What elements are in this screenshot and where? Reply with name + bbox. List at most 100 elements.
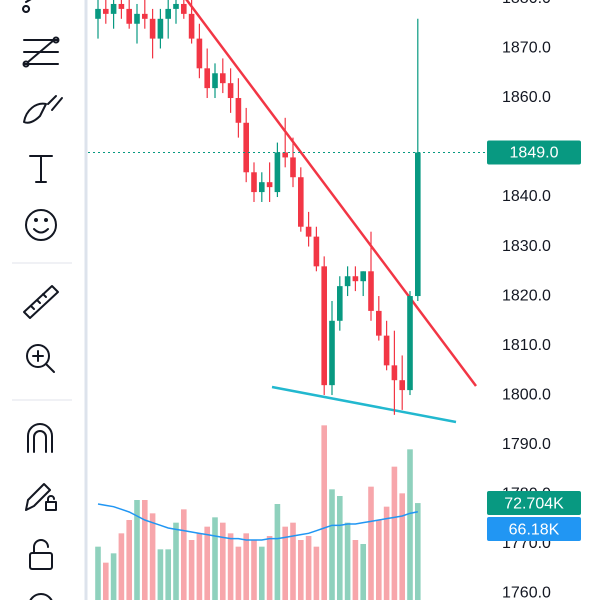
candle-body — [196, 38, 203, 69]
candle-body — [212, 73, 218, 89]
volume-ma-line — [97, 503, 418, 541]
volume-bar — [282, 526, 288, 600]
volume-bar — [134, 500, 140, 600]
fib-tool[interactable] — [22, 36, 60, 68]
volume-bar — [352, 540, 359, 600]
text-tool[interactable] — [29, 155, 53, 183]
candle-body — [415, 152, 421, 297]
volume-bar — [251, 540, 257, 600]
magnet-tool[interactable] — [27, 423, 53, 453]
support-line — [271, 385, 457, 424]
candle-body — [266, 182, 273, 188]
candle-body — [399, 380, 405, 391]
candle-body — [383, 335, 390, 366]
last-volume-badge: 72.704K — [504, 495, 564, 512]
candle-body — [360, 271, 366, 282]
candle-body — [344, 276, 351, 287]
volume-bar — [337, 496, 343, 600]
last-volume-badge-bg — [487, 491, 581, 516]
y-tick-label: 1860.0 — [502, 89, 551, 106]
candle-body — [188, 13, 195, 39]
ruler-tool[interactable] — [23, 285, 59, 319]
candle-body — [157, 18, 164, 39]
volume-bar — [212, 517, 218, 600]
y-tick-label: 1840.0 — [502, 188, 551, 205]
y-tick-label: 1880.0 — [502, 0, 551, 7]
candle-body — [313, 236, 320, 267]
candle-body — [368, 271, 374, 311]
y-tick-label: 1870.0 — [502, 40, 551, 57]
candle-body — [329, 320, 335, 386]
volume-bar — [266, 536, 273, 600]
candle-body — [165, 8, 171, 19]
lock-draw-tool[interactable] — [25, 483, 57, 511]
candle-body — [243, 122, 249, 173]
volume-bar — [305, 536, 312, 600]
volume-bar — [227, 533, 234, 600]
volume-bar — [235, 546, 242, 600]
brush-tool[interactable] — [23, 95, 63, 124]
volume-bar — [383, 506, 390, 600]
candle-body — [235, 98, 242, 123]
volume-bar — [360, 544, 366, 600]
last-ma-badge: 66.18K — [509, 521, 560, 538]
y-tick-label: 1810.0 — [502, 337, 551, 354]
y-tick-label: 1790.0 — [502, 436, 551, 453]
volume-bar — [188, 540, 195, 600]
toolbar — [12, 0, 72, 600]
badges: 1849.0 72.704K 66.18K — [487, 140, 581, 542]
candle-body — [259, 182, 265, 193]
y-tick-label: 1830.0 — [502, 238, 551, 255]
volume-bar — [344, 522, 351, 600]
volume-bar — [329, 489, 335, 600]
candle-body — [204, 68, 210, 89]
volume-bar — [313, 546, 320, 600]
volume-bar — [274, 504, 281, 600]
lock-tool[interactable] — [29, 539, 53, 570]
volume-bar — [95, 546, 101, 600]
volume-bar — [110, 553, 117, 600]
zoom-tool[interactable] — [26, 344, 55, 373]
last-price-badge: 1849.0 — [510, 145, 559, 162]
candle-body — [321, 266, 327, 386]
candle-body — [352, 276, 359, 282]
last-ma-badge-bg — [487, 517, 581, 542]
candle-body — [173, 3, 179, 9]
candle-body — [376, 310, 382, 336]
candle-body — [103, 8, 109, 14]
emoji-tool[interactable] — [25, 209, 57, 241]
y-tick-label: 1800.0 — [502, 386, 551, 403]
volume-bar — [204, 526, 210, 600]
candle-body — [305, 226, 312, 237]
volume-bar — [399, 493, 405, 600]
eye-tool[interactable] — [29, 593, 53, 600]
candle-body — [391, 365, 398, 381]
line-tool[interactable] — [22, 0, 40, 13]
candle-body — [227, 83, 234, 99]
candle-body — [282, 152, 288, 158]
candle-body — [337, 286, 343, 321]
volume-bar — [103, 562, 109, 600]
candle-body — [142, 13, 148, 19]
volume-bar — [220, 522, 226, 600]
volume-bar — [290, 522, 296, 600]
candle-body — [251, 172, 257, 193]
candle-body — [274, 152, 281, 193]
volume-bar — [368, 486, 374, 600]
candle-body — [290, 157, 296, 178]
volume-bar — [173, 522, 179, 600]
volume-bar — [118, 533, 125, 600]
trend-line — [185, 0, 478, 387]
volume-bar — [126, 520, 132, 600]
candle-body — [126, 8, 132, 24]
volume-pane — [95, 425, 421, 600]
volume-bar — [376, 520, 382, 600]
volume-bar — [415, 503, 421, 600]
candle-body — [110, 3, 117, 14]
y-tick-label: 1760.0 — [502, 584, 551, 600]
candle-body — [95, 8, 101, 19]
candle-body — [298, 177, 304, 227]
volume-bar — [157, 549, 164, 600]
candle-body — [181, 3, 187, 14]
